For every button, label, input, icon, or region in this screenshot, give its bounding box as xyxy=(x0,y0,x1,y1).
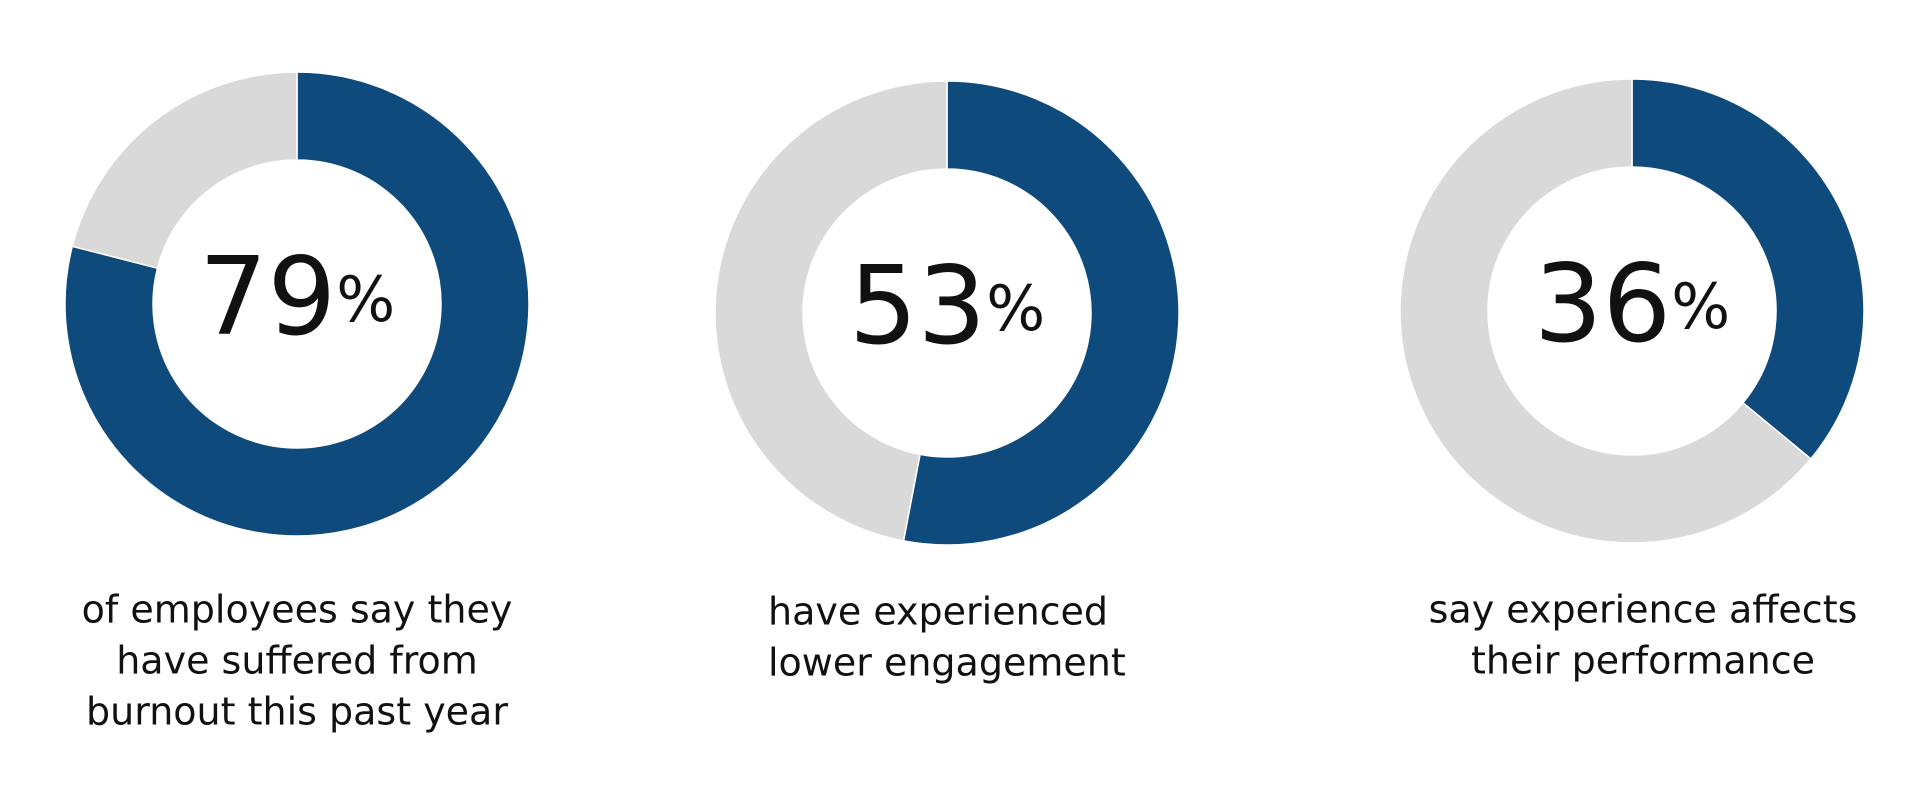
donut-segment xyxy=(1631,78,1865,460)
center-unit: % xyxy=(1671,270,1730,343)
center-label: 53% xyxy=(849,244,1045,369)
caption-line: say experience affects xyxy=(1429,588,1858,632)
caption-line: their performance xyxy=(1471,639,1815,683)
center-value: 53 xyxy=(849,244,986,369)
center-value: 79 xyxy=(199,235,336,360)
donut-segment xyxy=(64,71,530,537)
caption-line: have experienced xyxy=(768,590,1108,634)
caption-line: lower engagement xyxy=(768,641,1126,685)
caption-line: of employees say they xyxy=(82,588,513,632)
center-label: 36% xyxy=(1534,242,1730,367)
center-label: 79% xyxy=(199,235,395,360)
donut-segment xyxy=(902,80,1180,546)
center-unit: % xyxy=(336,263,395,336)
donut-segment xyxy=(71,71,298,270)
donut-segment xyxy=(714,80,948,542)
center-unit: % xyxy=(986,272,1045,345)
donut-segment xyxy=(1399,78,1812,544)
caption-line: burnout this past year xyxy=(86,690,508,734)
caption-line: have suffered from xyxy=(116,639,478,683)
center-value: 36 xyxy=(1534,242,1671,367)
